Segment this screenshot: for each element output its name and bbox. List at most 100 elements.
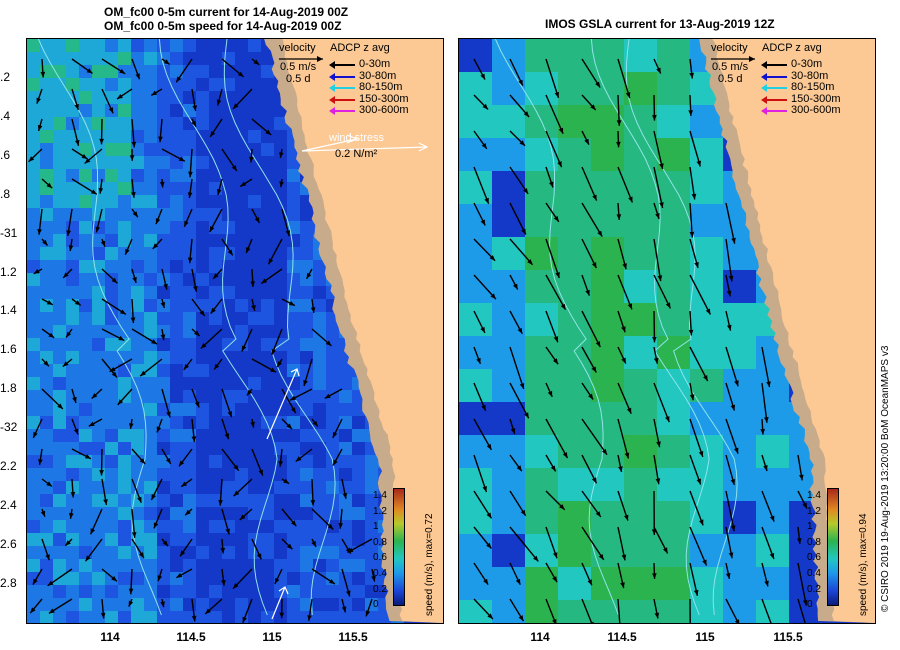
current-arrowhead-icon: [728, 552, 734, 559]
speed-cell: [40, 169, 54, 183]
speed-cell: [235, 104, 249, 118]
speed-cell: [300, 520, 314, 534]
current-arrow-shaft: [725, 346, 739, 387]
speed-cell: [170, 481, 184, 495]
speed-cell: [53, 546, 67, 560]
current-arrowhead-icon: [688, 110, 693, 116]
speed-cell: [222, 286, 236, 300]
current-arrowhead-icon: [702, 559, 707, 566]
speed-cell: [157, 169, 171, 183]
speed-cell: [222, 156, 236, 170]
current-arrow-shaft: [689, 526, 708, 566]
speed-cell: [287, 208, 301, 222]
speed-cell: [209, 39, 223, 53]
speed-cell: [53, 104, 67, 118]
speed-cell: [92, 572, 106, 586]
current-arrowhead-icon: [32, 578, 38, 585]
speed-cell: [248, 494, 262, 508]
current-arrowhead-icon: [86, 68, 93, 74]
speed-cell: [287, 351, 301, 365]
speed-cell: [235, 247, 249, 261]
current-arrowhead-icon: [595, 81, 601, 88]
current-arrow-shaft: [653, 130, 664, 170]
y-tick-11: 2.4: [0, 497, 17, 512]
current-arrowhead-icon: [513, 283, 518, 290]
speed-cell: [105, 169, 119, 183]
speed-cell: [170, 208, 184, 222]
current-arrowhead-icon: [663, 547, 668, 554]
speed-cell: [222, 91, 236, 105]
current-arrowhead-icon: [346, 590, 351, 597]
speed-cell: [66, 195, 80, 209]
speed-cell: [40, 143, 54, 157]
speed-cell: [157, 325, 171, 339]
speed-cell: [118, 572, 132, 586]
speed-cell: [274, 221, 288, 235]
current-arrow-shaft: [581, 202, 603, 237]
speed-cell: [66, 325, 80, 339]
current-arrowhead-icon: [179, 460, 185, 467]
current-arrowhead-icon: [180, 550, 186, 557]
speed-cell: [105, 442, 119, 456]
current-arrowhead-icon: [40, 71, 46, 78]
speed-cell: [27, 78, 41, 92]
speed-cell: [313, 455, 327, 469]
current-arrowhead-icon: [523, 111, 530, 117]
speed-cell: [558, 39, 592, 73]
current-arrowhead-icon: [595, 511, 601, 517]
speed-cell: [183, 377, 197, 391]
speed-cell: [183, 455, 197, 469]
speed-cell: [66, 273, 80, 287]
speed-cell: [53, 312, 67, 326]
current-arrowhead-icon: [155, 218, 161, 225]
current-arrowhead-icon: [595, 341, 601, 348]
speed-cell: [27, 481, 41, 495]
speed-cell: [92, 325, 106, 339]
speed-cell: [248, 117, 262, 131]
speed-cell: [105, 143, 119, 157]
left-colorbar: [393, 488, 405, 606]
speed-cell: [170, 65, 184, 79]
current-arrowhead-icon: [57, 403, 63, 409]
speed-cell: [209, 429, 223, 443]
speed-cell: [196, 442, 210, 456]
speed-cell: [274, 195, 288, 209]
speed-cell: [183, 156, 197, 170]
speed-cell: [261, 533, 275, 547]
speed-cell: [300, 403, 314, 417]
speed-cell: [235, 143, 249, 157]
speed-cell: [690, 270, 724, 304]
speed-cell: [144, 273, 158, 287]
speed-cell: [300, 312, 314, 326]
speed-cell: [118, 546, 132, 560]
speed-cell: [287, 247, 301, 261]
speed-cell: [105, 78, 119, 92]
speed-cell: [27, 611, 41, 623]
adcp-label-0: 0-30m: [791, 58, 823, 70]
speed-cell: [300, 468, 314, 482]
speed-cell: [261, 507, 275, 521]
speed-cell: [105, 559, 119, 573]
land-mass: [707, 39, 875, 623]
current-arrowhead-icon: [698, 451, 704, 457]
speed-cell: [300, 546, 314, 560]
speed-cell: [274, 468, 288, 482]
current-arrowhead-icon: [99, 138, 104, 145]
current-arrowhead-icon: [221, 579, 226, 586]
current-arrowhead-icon: [43, 360, 49, 367]
current-arrow-shaft: [617, 166, 634, 203]
x-tick-left-0: 114: [100, 630, 120, 644]
speed-cell: [27, 585, 41, 599]
speed-cell: [118, 234, 132, 248]
speed-cell: [222, 208, 236, 222]
speed-cell: [352, 520, 366, 534]
current-arrowhead-icon: [310, 307, 316, 313]
current-arrowhead-icon: [261, 278, 268, 284]
speed-cell: [235, 585, 249, 599]
speed-cell: [105, 533, 119, 547]
speed-cell: [170, 468, 184, 482]
speed-cell: [209, 390, 223, 404]
speed-cell: [105, 273, 119, 287]
speed-cell: [183, 533, 197, 547]
y-tick-13: 2.8: [0, 575, 17, 590]
